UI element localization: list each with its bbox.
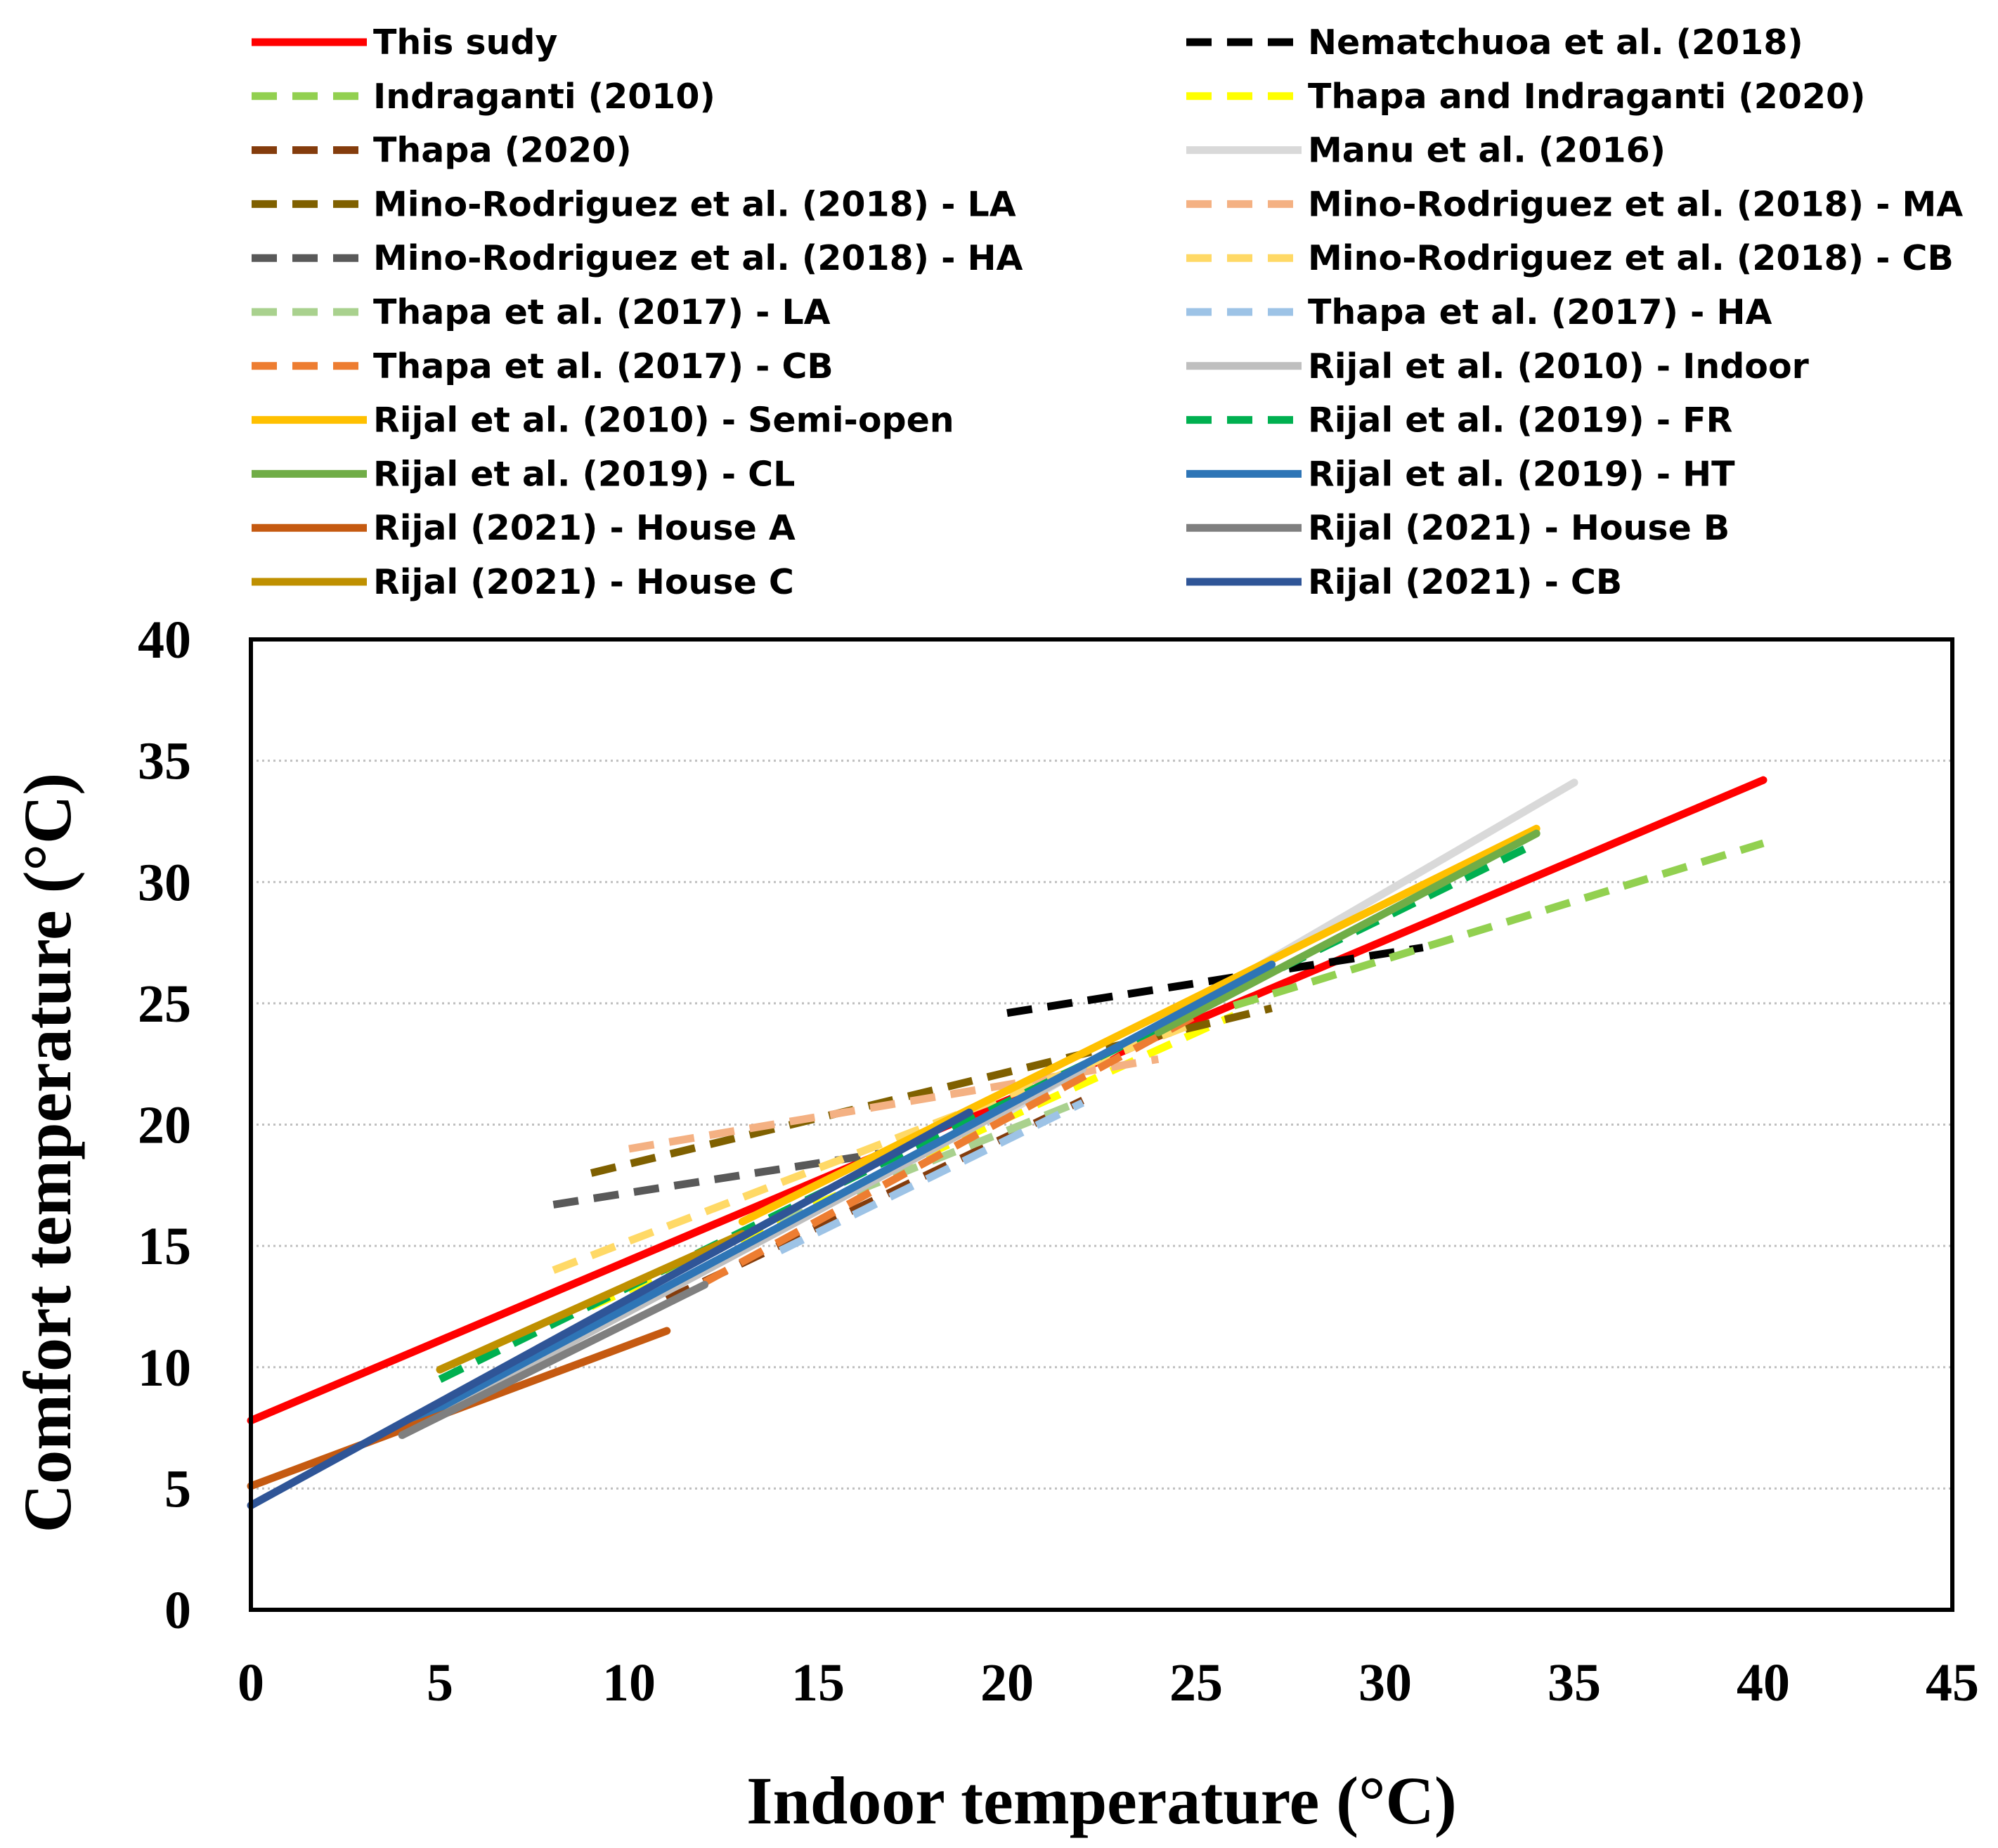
series-line xyxy=(398,1280,709,1439)
series-line xyxy=(628,1055,1160,1153)
series-lines xyxy=(247,776,1767,1509)
legend-label: Rijal (2021) - House C xyxy=(373,562,794,602)
legend-label: Rijal (2021) - House A xyxy=(373,508,796,548)
legend-label: Thapa et al. (2017) - CB xyxy=(373,346,833,386)
y-tick-label: 0 xyxy=(164,1581,191,1640)
x-tick-label: 25 xyxy=(1169,1653,1223,1712)
legend-label: Nematchuoa et al. (2018) xyxy=(1308,22,1803,63)
grid xyxy=(251,760,1952,1490)
y-axis-title: Comfort temperature (°C) xyxy=(10,773,85,1533)
legend-label: Mino-Rodriguez et al. (2018) - HA xyxy=(373,238,1023,278)
legend-label: This sudy xyxy=(373,22,557,63)
y-axis-ticks: 0 5 10 15 20 25 30 35 40 xyxy=(138,611,191,1640)
legend-label: Rijal et al. (2010) - Semi-open xyxy=(373,401,954,441)
y-tick-label: 5 xyxy=(164,1459,191,1518)
legend-label: Rijal (2021) - House B xyxy=(1308,508,1730,548)
legend-label: Manu et al. (2016) xyxy=(1308,131,1666,171)
x-tick-label: 40 xyxy=(1737,1653,1790,1712)
legend-label: Thapa et al. (2017) - LA xyxy=(373,292,831,332)
legend-label: Rijal et al. (2019) - CL xyxy=(373,454,795,494)
series-line xyxy=(778,1099,1085,1254)
legend-label: Rijal (2021) - CB xyxy=(1308,562,1622,602)
legend-label: Indraganti (2010) xyxy=(373,77,715,117)
legend-label: Thapa and Indraganti (2020) xyxy=(1308,77,1866,117)
series-line xyxy=(247,1108,973,1509)
legend-label: Mino-Rodriguez et al. (2018) - LA xyxy=(373,184,1016,224)
x-tick-label: 0 xyxy=(238,1653,264,1712)
y-tick-label: 40 xyxy=(138,611,191,670)
series-line xyxy=(738,824,1540,1226)
y-tick-label: 10 xyxy=(138,1339,191,1398)
series-line xyxy=(436,1230,746,1374)
y-tick-label: 20 xyxy=(138,1096,191,1155)
x-tick-label: 20 xyxy=(980,1653,1034,1712)
y-tick-label: 15 xyxy=(138,1217,191,1276)
legend-label: Rijal et al. (2019) - HT xyxy=(1308,454,1735,494)
legend: This sudy Nematchuoa et al. (2018) Indraga… xyxy=(252,22,1963,602)
legend-label: Rijal et al. (2010) - Indoor xyxy=(1308,346,1810,386)
x-axis-title: Indoor temperature (°C) xyxy=(746,1763,1457,1838)
series-line xyxy=(702,1012,1198,1286)
x-tick-label: 5 xyxy=(427,1653,453,1712)
legend-label: Thapa (2020) xyxy=(373,131,632,171)
x-axis-ticks: 0 5 10 15 20 25 30 35 40 45 xyxy=(238,1653,1979,1712)
legend-label: Mino-Rodriguez et al. (2018) - MA xyxy=(1308,184,1963,224)
x-tick-label: 10 xyxy=(602,1653,656,1712)
x-tick-label: 30 xyxy=(1358,1653,1412,1712)
y-tick-label: 25 xyxy=(138,975,191,1034)
series-line xyxy=(1233,839,1765,1010)
plot-area-frame xyxy=(249,637,1954,1612)
series-line xyxy=(398,961,1276,1432)
legend-label: Mino-Rodriguez et al. (2018) - CB xyxy=(1308,238,1954,278)
y-tick-label: 35 xyxy=(138,732,191,791)
x-tick-label: 15 xyxy=(791,1653,845,1712)
series-line xyxy=(1006,944,1424,1017)
x-tick-label: 35 xyxy=(1548,1653,1601,1712)
y-tick-label: 30 xyxy=(138,853,191,912)
series-line xyxy=(1154,829,1540,1036)
x-tick-label: 45 xyxy=(1926,1653,1979,1712)
legend-label: Rijal et al. (2019) - FR xyxy=(1308,401,1732,441)
legend-label: Thapa et al. (2017) - HA xyxy=(1308,292,1772,332)
